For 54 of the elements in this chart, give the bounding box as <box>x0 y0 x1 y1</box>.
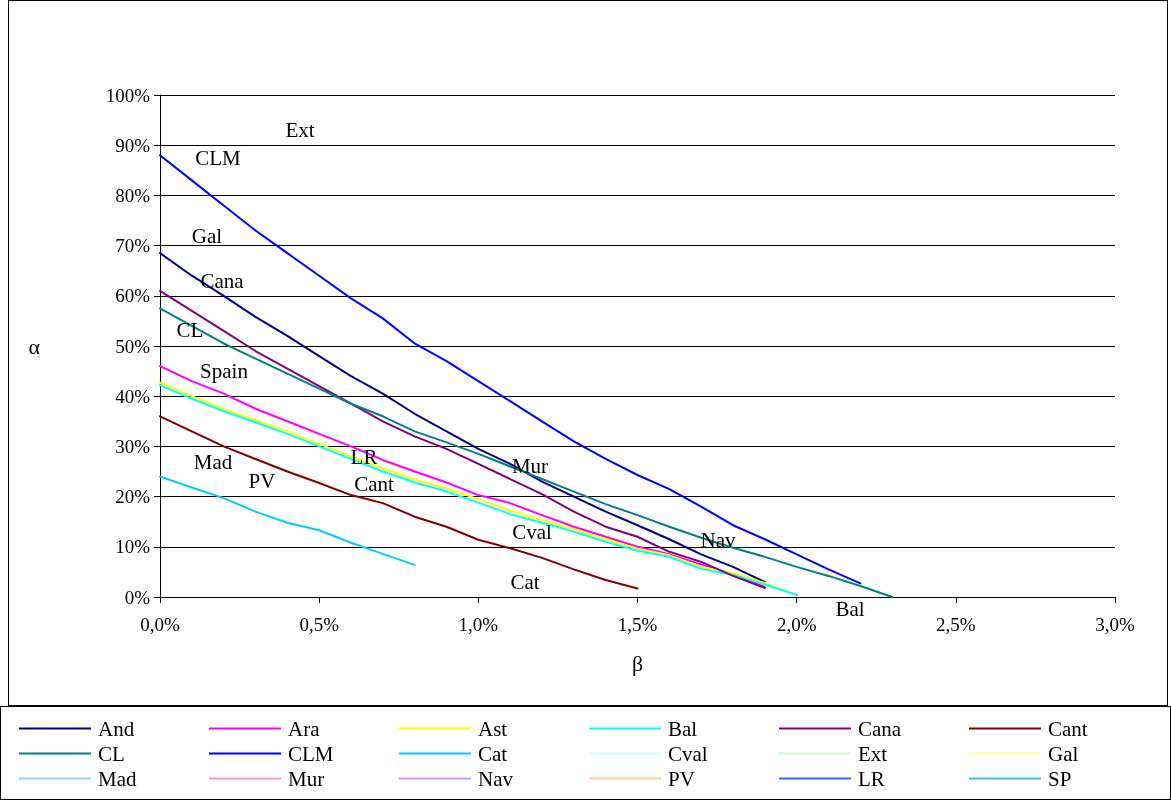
y-tick-label: 20% <box>115 486 151 508</box>
legend-label: Mad <box>98 766 137 791</box>
annotation: Ext <box>285 118 315 142</box>
x-tick-label: 0,5% <box>299 614 340 635</box>
legend-label: Cval <box>668 741 708 766</box>
legend-label: SP <box>1048 766 1072 791</box>
y-tick-label: 10% <box>115 536 151 558</box>
x-tick-label: 1,5% <box>617 614 658 635</box>
legend-label: Cant <box>1048 716 1088 741</box>
y-tick-label: 40% <box>115 385 151 407</box>
y-tick-label: 60% <box>115 285 151 307</box>
x-tick-label: 2,5% <box>936 614 976 635</box>
x-tick-label: 3,0% <box>1095 614 1135 635</box>
line-series <box>159 415 639 590</box>
annotation: Bal <box>835 597 865 621</box>
legend-label: CL <box>98 741 125 766</box>
annotation: Gal <box>191 224 223 248</box>
legend-label: Gal <box>1048 741 1079 766</box>
legend-label: Ast <box>478 716 508 741</box>
legend-label: Bal <box>668 716 698 741</box>
y-tick-label: 80% <box>115 184 151 206</box>
y-tick-label: 100% <box>105 84 151 106</box>
y-axis-title: α <box>28 333 41 359</box>
legend-label: CLM <box>288 741 334 766</box>
legend-label: Cana <box>858 716 902 741</box>
legend-label: Ara <box>288 716 321 741</box>
legend-label: Cat <box>478 741 508 766</box>
legend-label: Ext <box>858 741 888 766</box>
annotation: Mad <box>193 450 233 474</box>
legend-label: Mur <box>288 766 325 791</box>
x-tick-label: 2,0% <box>776 614 817 635</box>
y-tick-label: 70% <box>115 235 151 257</box>
annotation: Cant <box>354 472 394 496</box>
y-tick-label: 90% <box>115 134 151 156</box>
line-series <box>159 307 894 598</box>
y-tick-label: 50% <box>115 335 151 357</box>
x-tick-label: 0,0% <box>140 614 180 635</box>
annotation: Cana <box>200 269 245 293</box>
annotation: PV <box>248 469 276 493</box>
annotation: Mur <box>511 454 549 478</box>
y-tick-label: 0% <box>124 586 151 608</box>
legend-label: Nav <box>478 766 514 791</box>
annotation: Cat <box>510 570 540 594</box>
line-series <box>159 475 416 566</box>
annotation: CL <box>176 318 204 342</box>
legend-label: And <box>98 716 135 741</box>
legend-label: PV <box>668 766 695 791</box>
annotation: CLM <box>195 146 242 170</box>
x-tick-label: 1,0% <box>458 614 499 635</box>
annotation: Spain <box>200 359 249 383</box>
legend-label: LR <box>858 766 885 791</box>
y-tick-label: 30% <box>115 435 151 457</box>
x-axis-title: β <box>631 650 644 676</box>
annotation: Cval <box>512 520 552 544</box>
